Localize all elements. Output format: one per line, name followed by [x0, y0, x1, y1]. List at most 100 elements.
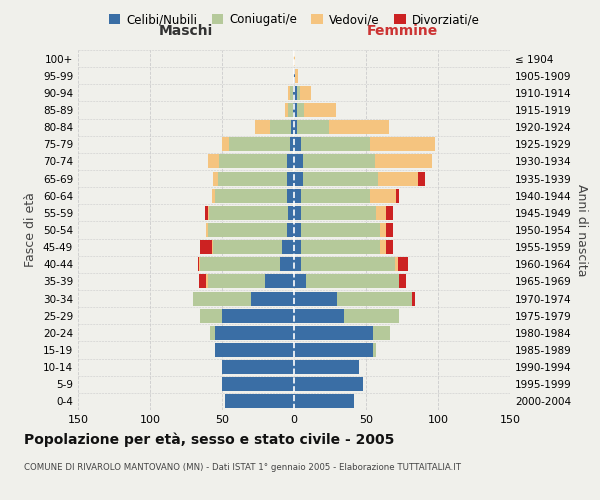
Bar — [286, 103, 288, 117]
Bar — [280, 258, 294, 272]
Bar — [396, 188, 399, 202]
Bar — [255, 120, 269, 134]
Bar — [294, 120, 297, 134]
Bar — [197, 258, 199, 272]
Bar — [398, 258, 408, 272]
Bar — [209, 206, 288, 220]
Bar — [376, 206, 386, 220]
Bar — [288, 103, 293, 117]
Bar — [193, 292, 251, 306]
Bar — [380, 240, 386, 254]
Bar — [294, 52, 295, 66]
Bar — [206, 223, 208, 237]
Bar — [290, 86, 293, 100]
Bar — [294, 360, 359, 374]
Bar — [225, 394, 294, 408]
Bar — [294, 68, 295, 82]
Bar — [295, 68, 298, 82]
Bar — [304, 103, 336, 117]
Bar — [301, 188, 370, 202]
Text: COMUNE DI RIVAROLO MANTOVANO (MN) - Dati ISTAT 1° gennaio 2005 - Elaborazione TU: COMUNE DI RIVAROLO MANTOVANO (MN) - Dati… — [24, 462, 461, 471]
Bar — [283, 240, 294, 254]
Bar — [294, 172, 302, 185]
Bar — [229, 138, 290, 151]
Y-axis label: Anni di nascita: Anni di nascita — [575, 184, 588, 276]
Bar — [287, 188, 294, 202]
Bar — [218, 172, 287, 185]
Bar — [344, 308, 399, 322]
Bar — [222, 360, 294, 374]
Bar — [222, 378, 294, 392]
Bar — [395, 258, 398, 272]
Bar — [337, 292, 412, 306]
Bar — [294, 86, 297, 100]
Bar — [294, 240, 301, 254]
Bar — [200, 258, 280, 272]
Bar — [297, 103, 304, 117]
Bar — [301, 258, 395, 272]
Bar — [418, 172, 425, 185]
Bar — [291, 120, 294, 134]
Bar — [208, 223, 287, 237]
Bar — [200, 308, 222, 322]
Bar — [288, 206, 294, 220]
Bar — [208, 154, 219, 168]
Bar — [293, 103, 294, 117]
Bar — [287, 223, 294, 237]
Y-axis label: Fasce di età: Fasce di età — [25, 192, 37, 268]
Bar — [215, 188, 287, 202]
Bar — [294, 138, 301, 151]
Text: Popolazione per età, sesso e stato civile - 2005: Popolazione per età, sesso e stato civil… — [24, 432, 394, 447]
Bar — [294, 394, 355, 408]
Bar — [199, 258, 200, 272]
Bar — [373, 326, 391, 340]
Bar — [208, 274, 265, 288]
Bar — [287, 154, 294, 168]
Bar — [212, 240, 214, 254]
Bar — [294, 223, 301, 237]
Bar — [297, 86, 300, 100]
Bar — [412, 292, 415, 306]
Bar — [373, 343, 376, 357]
Bar — [300, 86, 311, 100]
Bar — [199, 274, 206, 288]
Text: Maschi: Maschi — [159, 24, 213, 38]
Bar — [200, 240, 212, 254]
Bar — [294, 188, 301, 202]
Bar — [214, 172, 218, 185]
Bar — [208, 206, 209, 220]
Bar — [294, 206, 301, 220]
Bar — [251, 292, 294, 306]
Bar — [269, 120, 291, 134]
Bar — [294, 154, 302, 168]
Bar — [288, 86, 290, 100]
Bar — [294, 258, 301, 272]
Bar — [399, 274, 406, 288]
Bar — [374, 154, 432, 168]
Bar — [214, 240, 283, 254]
Legend: Celibi/Nubili, Coniugati/e, Vedovi/e, Divorziati/e: Celibi/Nubili, Coniugati/e, Vedovi/e, Di… — [104, 8, 484, 31]
Bar — [294, 308, 344, 322]
Bar — [222, 138, 229, 151]
Bar — [212, 188, 215, 202]
Bar — [294, 274, 305, 288]
Bar — [265, 274, 294, 288]
Bar — [215, 343, 294, 357]
Bar — [219, 154, 287, 168]
Bar — [386, 206, 394, 220]
Bar — [301, 206, 376, 220]
Bar — [370, 188, 396, 202]
Bar — [294, 103, 297, 117]
Bar — [301, 138, 370, 151]
Bar — [370, 138, 435, 151]
Bar — [301, 223, 380, 237]
Bar — [215, 326, 294, 340]
Bar — [205, 206, 208, 220]
Bar — [293, 86, 294, 100]
Bar — [290, 138, 294, 151]
Bar — [206, 274, 208, 288]
Bar — [302, 172, 377, 185]
Bar — [294, 292, 337, 306]
Bar — [386, 223, 394, 237]
Bar — [377, 172, 418, 185]
